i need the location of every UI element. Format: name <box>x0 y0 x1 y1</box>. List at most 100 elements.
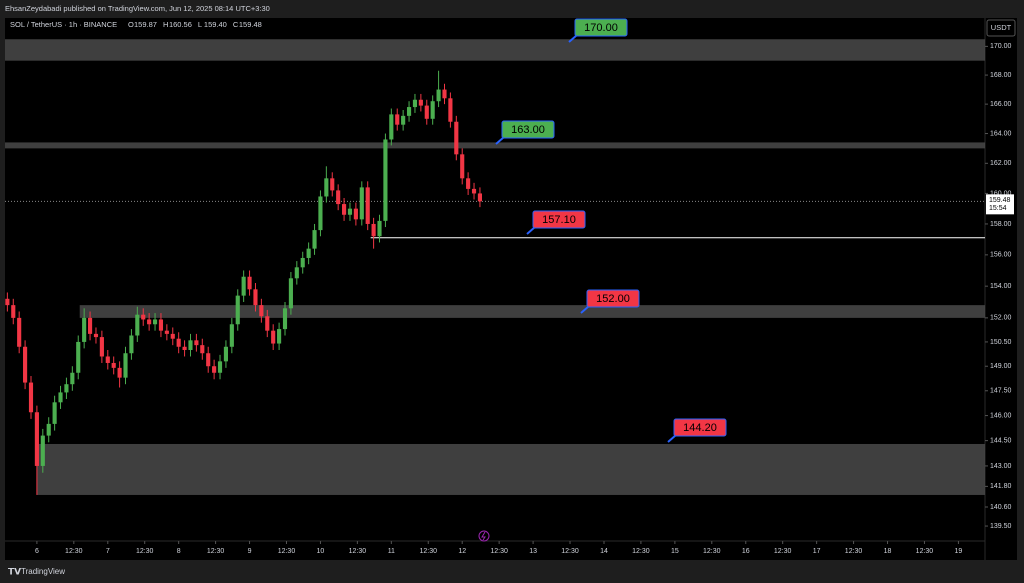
candle-body <box>223 346 228 362</box>
y-tick-label: 158.00 <box>990 221 1012 228</box>
y-tick-label: 143.00 <box>990 463 1012 470</box>
ohlc-value: 159.40 <box>204 20 227 29</box>
x-tick-label: 12:30 <box>136 548 154 555</box>
candle-body <box>147 319 152 325</box>
candle-body <box>11 305 16 318</box>
candle-body <box>359 187 364 220</box>
y-tick-label: 147.50 <box>990 388 1012 395</box>
candle-body <box>418 99 423 106</box>
countdown: 15:54 <box>989 205 1007 212</box>
candle-body <box>371 223 376 237</box>
currency-box <box>986 19 1016 37</box>
x-tick-label: 12:30 <box>207 548 225 555</box>
candle-body <box>330 178 335 191</box>
y-tick-label: 146.00 <box>990 412 1012 419</box>
y-tick-label: 154.00 <box>990 283 1012 290</box>
y-tick-label: 141.80 <box>990 483 1012 490</box>
candle-body <box>347 208 353 215</box>
candle-body <box>87 317 93 334</box>
candle-body <box>395 114 400 125</box>
x-tick-label: 19 <box>955 548 963 555</box>
x-tick-label: 14 <box>600 548 608 555</box>
candle-body <box>17 317 22 347</box>
brand: TradingView <box>21 567 65 576</box>
currency: USDT <box>991 23 1012 32</box>
author-line: EhsanZeydabadi published on TradingView.… <box>5 4 270 13</box>
candle-body <box>164 330 169 334</box>
candle-body <box>300 257 305 268</box>
candle-body <box>129 335 134 354</box>
candle-body <box>70 372 75 385</box>
candle-body <box>312 230 317 249</box>
x-tick-label: 6 <box>35 548 39 555</box>
candle-body <box>5 298 10 306</box>
candle-body <box>111 362 116 368</box>
candle-body <box>406 107 412 116</box>
candle-body <box>34 412 39 466</box>
y-tick-label: 139.50 <box>990 523 1012 530</box>
ohlc-key: H <box>163 20 168 29</box>
y-tick-label: 162.00 <box>990 160 1012 167</box>
candle-body <box>454 121 459 155</box>
price-label-box <box>532 210 586 229</box>
alert-icon-bolt <box>481 531 486 541</box>
y-tick-label: 156.00 <box>990 252 1012 259</box>
x-tick-label: 8 <box>177 548 181 555</box>
price-label-box <box>586 289 640 308</box>
candle-body <box>365 187 370 224</box>
candle-body <box>52 402 57 424</box>
price-label: 144.20 <box>683 422 717 434</box>
price-label: 157.10 <box>542 214 576 226</box>
price-label: 163.00 <box>511 124 545 136</box>
candle-body <box>383 139 388 221</box>
symbol: SOL / TetherUS · 1h · BINANCE <box>10 20 117 29</box>
candle-body <box>158 319 164 331</box>
candle-body <box>460 154 465 179</box>
ohlc-value: 159.87 <box>134 20 157 29</box>
x-tick-label: 13 <box>529 548 537 555</box>
x-tick-label: 12:30 <box>845 548 863 555</box>
y-tick-label: 150.50 <box>990 339 1012 346</box>
y-tick-label: 140.60 <box>990 504 1012 511</box>
x-tick-label: 12:30 <box>561 548 579 555</box>
ohlc-key: L <box>198 20 202 29</box>
candle-body <box>152 319 158 325</box>
x-tick-label: 12:30 <box>65 548 83 555</box>
candle-body <box>306 248 311 258</box>
candle-body <box>176 338 181 347</box>
candle-body <box>353 208 358 220</box>
candle-body <box>99 337 104 357</box>
candle-body <box>324 178 329 197</box>
candle-body <box>117 367 122 378</box>
candle-body <box>82 317 87 342</box>
x-tick-label: 10 <box>317 548 325 555</box>
candle-body <box>342 204 347 215</box>
price-label: 170.00 <box>584 22 618 34</box>
candle-body <box>282 308 288 330</box>
ohlc-value: 159.48 <box>239 20 262 29</box>
x-tick-label: 12 <box>458 548 466 555</box>
zone <box>79 305 986 318</box>
candle-body <box>93 333 99 338</box>
x-tick-label: 9 <box>248 548 252 555</box>
candle-body <box>288 278 293 309</box>
candle-body <box>200 345 205 354</box>
zone <box>5 39 985 61</box>
x-tick-label: 12:30 <box>490 548 508 555</box>
y-tick-label: 168.00 <box>990 72 1012 79</box>
candle-body <box>76 341 81 373</box>
candle-body <box>105 356 110 363</box>
candle-body <box>477 193 483 202</box>
x-tick-label: 11 <box>388 548 395 555</box>
ohlc-value: 160.56 <box>169 20 192 29</box>
candle-body <box>170 333 175 339</box>
zone <box>5 142 985 149</box>
x-tick-label: 12:30 <box>703 548 721 555</box>
candle-body <box>401 115 406 125</box>
alert-icon[interactable] <box>478 530 490 542</box>
candle-body <box>436 89 441 102</box>
ohlc-key: O <box>128 20 134 29</box>
candle-body <box>336 190 341 205</box>
candle-body <box>377 220 382 237</box>
